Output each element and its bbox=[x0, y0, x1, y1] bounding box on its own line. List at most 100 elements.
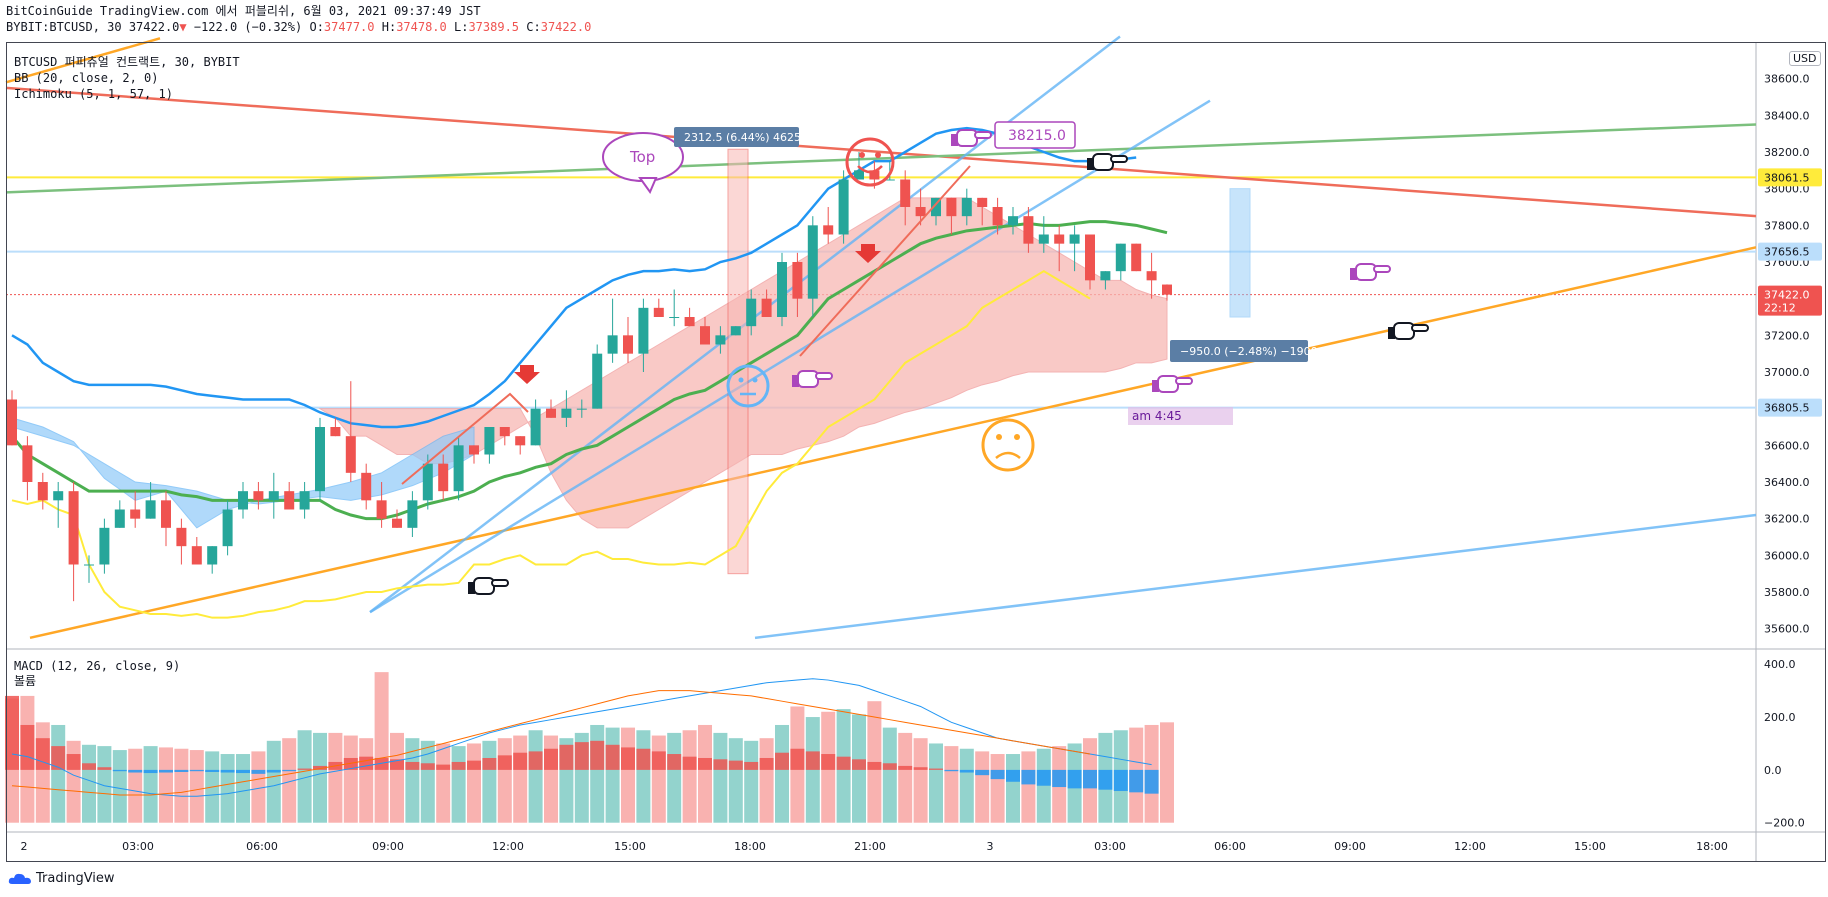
candles-group bbox=[7, 152, 1172, 602]
price-callout-box bbox=[994, 121, 1076, 149]
candle-body bbox=[638, 307, 649, 354]
candle-body bbox=[345, 436, 356, 473]
candle-body bbox=[1131, 243, 1142, 272]
candle-body bbox=[854, 170, 864, 180]
candle-body bbox=[361, 472, 372, 501]
pointing-hand-icon bbox=[792, 370, 833, 388]
macd-histogram-bar bbox=[497, 755, 512, 770]
macd-histogram-bar bbox=[20, 724, 35, 770]
macd-histogram-bar bbox=[651, 751, 666, 770]
candle-body bbox=[592, 353, 603, 409]
candle-body bbox=[7, 399, 17, 446]
volume-bar bbox=[1021, 751, 1036, 823]
price-tick-label: 36600.0 bbox=[1764, 439, 1810, 452]
macd-histogram-bar bbox=[282, 769, 297, 772]
candle-body bbox=[484, 427, 495, 455]
price-tick-label: 36400.0 bbox=[1764, 476, 1810, 489]
price-label-box bbox=[1758, 168, 1822, 187]
volume-bar bbox=[189, 750, 204, 823]
macd-histogram-bar bbox=[821, 754, 836, 770]
macd-histogram-bar bbox=[420, 763, 435, 770]
macd-histogram-bar bbox=[128, 769, 143, 773]
macd-histogram-bar bbox=[759, 757, 774, 770]
hand-cuff bbox=[1350, 268, 1357, 280]
ichimoku-base-line bbox=[10, 220, 1168, 521]
macd-histogram-bar bbox=[159, 769, 173, 773]
candle-body bbox=[823, 225, 834, 235]
hand-finger bbox=[1373, 265, 1391, 273]
volume-bar bbox=[1160, 722, 1174, 823]
candle-body bbox=[191, 546, 202, 565]
macd-histogram-bar bbox=[1144, 769, 1159, 794]
resistance-trendline bbox=[5, 86, 1757, 218]
candle-body bbox=[669, 317, 680, 318]
candle-body bbox=[561, 408, 572, 418]
candle-body bbox=[792, 262, 803, 299]
smiley-eye bbox=[875, 152, 881, 158]
candle-body bbox=[623, 335, 633, 354]
candle-body bbox=[499, 427, 510, 437]
time-tick-label: 03:00 bbox=[122, 840, 154, 853]
channel-line-bottom bbox=[754, 513, 1757, 640]
low-label: L: bbox=[454, 20, 469, 34]
candle-body bbox=[268, 491, 279, 501]
macd-histogram-bar bbox=[667, 754, 682, 770]
macd-histogram-bar bbox=[528, 751, 543, 770]
candle-body bbox=[37, 482, 48, 501]
candle-body bbox=[515, 436, 526, 446]
macd-histogram-bar bbox=[605, 744, 620, 770]
macd-histogram-bar bbox=[1098, 769, 1113, 790]
price-label-text: 37656.5 bbox=[1764, 246, 1810, 259]
measure-label-down-box bbox=[1170, 340, 1308, 362]
pointing-hand-icon bbox=[1152, 375, 1193, 393]
macd-histogram-bar bbox=[713, 759, 728, 770]
measure-box-down bbox=[1229, 188, 1251, 318]
candle-body bbox=[946, 197, 957, 217]
candle-body bbox=[407, 500, 418, 528]
smiley-mouth bbox=[857, 165, 883, 174]
candle-body bbox=[546, 408, 556, 418]
smiley-icon bbox=[845, 137, 895, 187]
macd-histogram-bar bbox=[990, 769, 1005, 780]
hand-finger bbox=[1411, 324, 1429, 332]
bollinger-upper-line bbox=[11, 126, 1137, 429]
volume-bar bbox=[343, 735, 358, 823]
volume-bar bbox=[328, 732, 343, 823]
close-value: 37422.0 bbox=[540, 20, 592, 34]
price-label-text: 37422.0 bbox=[1764, 289, 1810, 302]
macd-histogram-bar bbox=[944, 769, 959, 772]
hand-cuff bbox=[951, 134, 958, 146]
volume-bar bbox=[266, 740, 281, 823]
high-label: H: bbox=[381, 20, 397, 34]
macd-histogram-bar bbox=[682, 756, 697, 770]
candle-body bbox=[53, 491, 64, 501]
brand-logo[interactable]: TradingView bbox=[8, 871, 115, 886]
volume-bar bbox=[282, 738, 297, 823]
price-label-box bbox=[1758, 242, 1822, 261]
currency-button[interactable]: USD bbox=[1789, 51, 1821, 66]
candle-body bbox=[1115, 243, 1126, 272]
price-tick-label: 37200.0 bbox=[1764, 329, 1810, 342]
down-arrow-icon: ▼ bbox=[179, 20, 187, 34]
candle-body bbox=[900, 179, 911, 207]
macd-histogram-bar bbox=[1129, 769, 1144, 793]
candle-body bbox=[1162, 284, 1172, 295]
time-tick-label: 15:00 bbox=[1574, 840, 1606, 853]
ichimoku-lead-line bbox=[11, 270, 1091, 619]
price-label-text: 36805.5 bbox=[1764, 402, 1810, 415]
macd-histogram-bar bbox=[836, 756, 851, 770]
candle-body bbox=[869, 170, 880, 180]
macd-histogram-bar bbox=[236, 769, 250, 774]
macd-tick-label: 0.0 bbox=[1764, 764, 1782, 777]
candle-body bbox=[161, 500, 171, 528]
face-eye bbox=[752, 377, 758, 383]
time-tick-label: 3 bbox=[987, 840, 994, 853]
macd-histogram-bar bbox=[97, 767, 112, 770]
neutral-face-icon bbox=[726, 364, 770, 408]
price-tick-label: 38400.0 bbox=[1764, 109, 1810, 122]
legend-macd-sub: 볼륨 bbox=[14, 674, 37, 688]
candle-body bbox=[284, 491, 295, 510]
volume-bar bbox=[390, 732, 404, 823]
time-tick-label: 12:00 bbox=[492, 840, 524, 853]
